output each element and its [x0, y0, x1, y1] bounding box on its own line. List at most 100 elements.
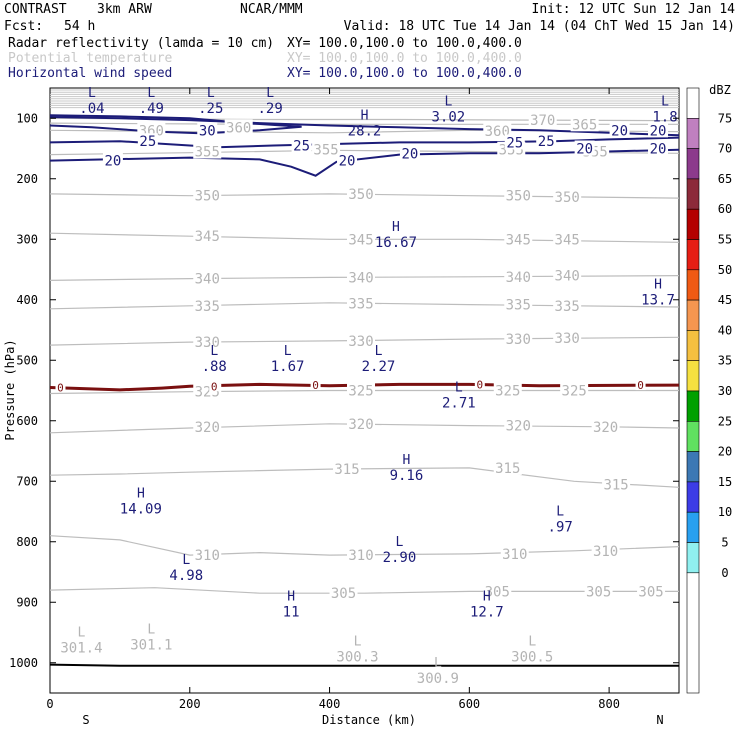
extremum-type: L: [78, 626, 86, 641]
x-tick-label: 800: [598, 697, 620, 711]
label-bg: [504, 417, 533, 433]
extremum-type: H: [137, 486, 145, 501]
theta-contour-320: [49, 423, 680, 434]
wind-extremum-L: L1.8: [652, 94, 677, 125]
label-text: 350: [348, 187, 373, 203]
extremum-type: L: [284, 344, 292, 359]
colorbar-swatch: [686, 239, 700, 271]
x-tick-label: 600: [458, 697, 480, 711]
theta-label: 325: [347, 382, 376, 400]
label-text: 20: [611, 123, 628, 139]
wind-extremum-L: L1.67: [271, 344, 305, 375]
theta-label: 310: [193, 547, 222, 564]
wind-extremum-H: H14.09: [120, 486, 162, 517]
wind-extremum-L: L.25: [198, 86, 223, 117]
theta-label: 340: [553, 267, 582, 285]
label-text: 350: [555, 190, 580, 206]
label-bg: [347, 547, 376, 563]
wind-extremum-L: L3.02: [432, 94, 466, 125]
colorbar-swatch: [686, 330, 700, 361]
extremum-value: 14.09: [120, 501, 162, 517]
wind-extremum-L: L.88: [202, 344, 227, 375]
wind-extremum-H: H9.16: [390, 453, 424, 484]
theta-label: 320: [591, 418, 620, 436]
label-text: 340: [195, 272, 220, 288]
label-bg: [553, 267, 582, 283]
extremum-type: L: [444, 94, 452, 109]
wind-extremum-L: L4.98: [169, 553, 203, 584]
colorbar-swatch: [686, 87, 700, 119]
wind-label: 20: [399, 145, 420, 162]
theta-label: 315: [493, 459, 522, 477]
x-tick-label: 0: [46, 697, 53, 711]
field-name: Potential temperature: [8, 51, 173, 66]
header-fcst-value: 54 h: [64, 19, 95, 34]
label-bg: [536, 133, 557, 149]
label-text: 25: [139, 134, 156, 150]
wind-label: 20: [648, 140, 669, 158]
label-bg: [504, 134, 525, 150]
label-bg: [193, 143, 222, 159]
label-text: 330: [195, 335, 220, 351]
y-axis-label: Pressure (hPa): [3, 339, 17, 440]
theta-contour-335: [49, 302, 680, 310]
label-bg: [635, 379, 646, 391]
label-bg: [197, 122, 218, 138]
y-tick-label: 600: [16, 414, 38, 428]
label-text: 0: [312, 379, 319, 392]
wind-label: 25: [504, 134, 525, 151]
label-text: 20: [339, 154, 356, 170]
label-bg: [637, 583, 666, 599]
colorbar-swatch: [686, 542, 700, 574]
colorbar-label: 35: [718, 354, 732, 368]
wind-label: 30: [197, 122, 218, 139]
y-tick-label: 1000: [9, 656, 38, 670]
label-bg: [483, 583, 512, 599]
field-name: Horizontal wind speed: [8, 66, 172, 81]
label-bg: [584, 583, 613, 599]
extremum-type: H: [361, 108, 369, 123]
label-bg: [347, 332, 376, 348]
theta-label: 330: [193, 334, 222, 351]
extremum-type: L: [528, 635, 536, 650]
colorbar-label: 60: [718, 202, 732, 216]
wind-extremum-H: H28.2: [348, 108, 382, 139]
extremum-type: L: [455, 381, 463, 396]
label-bg: [193, 547, 222, 563]
extremum-type: L: [210, 344, 218, 359]
wind-contour-30: [49, 114, 302, 135]
extremum-type: H: [392, 220, 400, 235]
label-bg: [483, 122, 512, 138]
wind-extremum-L: L.97: [548, 505, 573, 536]
label-text: 20: [650, 123, 667, 139]
label-text: 315: [603, 477, 628, 493]
label-bg: [528, 112, 557, 128]
extremum-value: .97: [548, 520, 573, 536]
colorbar-label: 65: [718, 172, 732, 186]
label-bg: [312, 141, 341, 157]
colorbar-label: 55: [718, 233, 732, 247]
theta-label: 340: [347, 269, 376, 286]
x-tick-label: 200: [179, 697, 201, 711]
label-text: 325: [348, 384, 373, 400]
endpoint-right: N: [656, 713, 663, 727]
theta-label: 325: [560, 382, 589, 400]
label-bg: [500, 545, 529, 561]
label-text: 0: [477, 378, 484, 391]
label-text: 345: [506, 232, 531, 248]
wind-contour-25: [49, 136, 680, 149]
label-text: 305: [638, 584, 663, 600]
wind-contour-20: [49, 148, 680, 177]
theta-label: 305: [637, 583, 666, 600]
colorbar-swatch: [686, 118, 700, 149]
label-text: 315: [334, 462, 359, 478]
label-text: 310: [348, 548, 373, 564]
label-text: 335: [506, 298, 531, 314]
wind-extremum-L: L2.90: [383, 535, 417, 566]
wind-label: 25: [137, 133, 158, 150]
theta-label: 330: [553, 329, 582, 347]
colorbar-unit: dBZ: [709, 83, 731, 97]
